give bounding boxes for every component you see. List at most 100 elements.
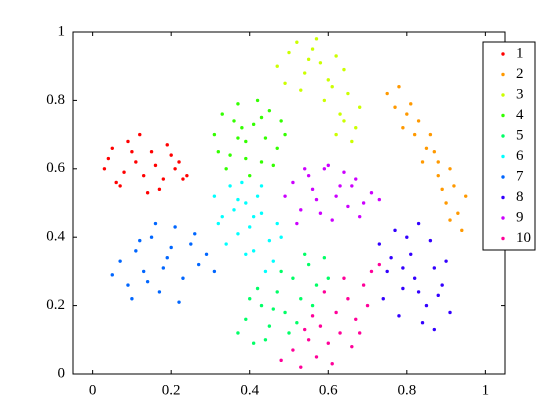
- point: [314, 355, 319, 359]
- point: [267, 108, 272, 113]
- point: [244, 252, 248, 256]
- point: [397, 314, 401, 318]
- point: [389, 256, 393, 260]
- point: [224, 242, 228, 246]
- y-tick-label: 0.4: [46, 229, 65, 245]
- point: [236, 232, 240, 236]
- point: [181, 177, 185, 181]
- point: [377, 242, 382, 246]
- point: [291, 348, 295, 352]
- point: [330, 362, 334, 366]
- point: [330, 85, 334, 89]
- point: [342, 276, 346, 280]
- point: [287, 50, 291, 55]
- point: [460, 228, 464, 233]
- point: [283, 132, 287, 137]
- point: [236, 136, 240, 140]
- point: [251, 341, 256, 345]
- point: [314, 283, 319, 287]
- y-tick-label: 0.6: [46, 160, 65, 176]
- point: [361, 283, 366, 287]
- point: [141, 173, 146, 178]
- point: [346, 204, 350, 209]
- point: [181, 276, 185, 280]
- legend-marker: [501, 195, 505, 200]
- point: [334, 310, 338, 315]
- point: [196, 262, 201, 267]
- y-tick-label: 0.2: [46, 297, 65, 313]
- point: [303, 252, 307, 256]
- point: [134, 160, 138, 164]
- point: [369, 191, 374, 195]
- x-tick-label: 0.4: [240, 382, 259, 398]
- point: [157, 187, 162, 192]
- point: [350, 139, 354, 144]
- point: [334, 194, 338, 198]
- point: [393, 105, 397, 109]
- point: [322, 167, 327, 171]
- point: [185, 173, 189, 178]
- point: [424, 303, 429, 308]
- point: [299, 365, 303, 369]
- point: [318, 211, 323, 215]
- point: [110, 273, 114, 277]
- point: [228, 153, 232, 157]
- point: [295, 221, 299, 226]
- point: [436, 293, 440, 298]
- point: [165, 256, 169, 260]
- point: [110, 146, 114, 150]
- point: [177, 160, 181, 164]
- point: [204, 252, 209, 256]
- point: [149, 235, 154, 239]
- point: [232, 208, 236, 212]
- point: [432, 266, 437, 270]
- point: [287, 331, 291, 335]
- point: [357, 331, 362, 335]
- point: [240, 126, 244, 130]
- point: [118, 184, 122, 188]
- point: [220, 214, 224, 219]
- point: [145, 279, 150, 284]
- point: [122, 170, 126, 174]
- point: [236, 331, 240, 335]
- y-tick-label: 0: [58, 365, 66, 381]
- point: [169, 153, 173, 157]
- legend-label: 7: [516, 168, 524, 184]
- point: [381, 297, 385, 301]
- point: [306, 57, 311, 62]
- legend-label: 3: [516, 86, 524, 102]
- point: [405, 235, 409, 239]
- point: [338, 184, 342, 188]
- point: [165, 143, 169, 147]
- point: [326, 163, 330, 168]
- x-tick-label: 0.2: [162, 382, 181, 398]
- point: [306, 338, 311, 342]
- legend-marker: [501, 93, 505, 97]
- point: [259, 184, 264, 188]
- point: [318, 61, 323, 65]
- point: [314, 37, 319, 41]
- point: [377, 262, 382, 267]
- point: [263, 269, 268, 274]
- point: [248, 225, 252, 229]
- point: [216, 221, 221, 226]
- x-tick-label: 0.6: [319, 382, 338, 398]
- point: [334, 132, 338, 137]
- y-tick-label: 0.8: [46, 92, 65, 108]
- point: [303, 167, 307, 171]
- point: [259, 211, 264, 215]
- point: [263, 136, 268, 140]
- point: [322, 256, 327, 260]
- point: [310, 187, 315, 192]
- point: [354, 317, 358, 321]
- point: [420, 160, 425, 164]
- x-tick-label: 0: [89, 382, 97, 398]
- point: [299, 88, 303, 92]
- point: [354, 177, 358, 181]
- legend-marker: [501, 52, 505, 56]
- point: [251, 214, 256, 219]
- legend-marker: [501, 134, 505, 138]
- point: [424, 146, 429, 150]
- legend-box: [482, 41, 536, 251]
